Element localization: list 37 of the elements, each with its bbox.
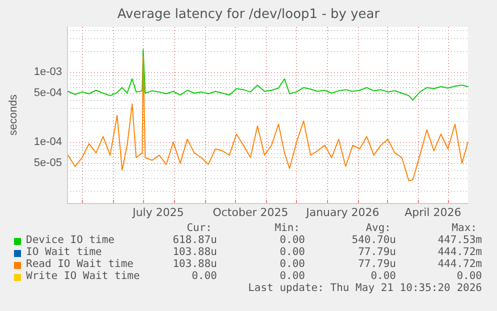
text: 0.00 [456, 270, 482, 282]
text: 0.00 [280, 258, 305, 270]
y-tick-label: 5e-05 [34, 157, 62, 170]
line-series [68, 55, 468, 182]
text: Last update: Thu May 21 10:35:20 2026 [248, 282, 482, 294]
text: 0.00 [192, 270, 217, 282]
text: 444.72m [438, 258, 482, 270]
text: 0.00 [280, 246, 305, 258]
x-tick-label: October 2025 [212, 206, 288, 219]
text: 0.00 [280, 270, 305, 282]
y-tick-label: 5e-04 [34, 87, 62, 100]
y-tick-label: 1e-03 [34, 66, 62, 78]
text: 103.88u [172, 258, 217, 270]
text: 444.72m [438, 246, 482, 258]
text: 447.53m [438, 234, 482, 246]
legend-label: IO Wait time [26, 246, 102, 258]
text: Cur: [186, 222, 212, 234]
x-tick-label: July 2025 [132, 206, 184, 219]
y-tick-label: 1e-04 [34, 136, 62, 148]
legend-label: Write IO Wait time [26, 270, 140, 282]
x-tick-label: January 2026 [305, 206, 380, 219]
text: Max: [452, 222, 477, 234]
text: 77.79u [358, 258, 396, 270]
x-tick-label: April 2026 [404, 206, 462, 219]
legend-label: Device IO time [26, 234, 115, 246]
text: 0.00 [280, 234, 305, 246]
text: Avg: [366, 222, 391, 234]
y-axis-title: seconds [8, 94, 20, 136]
line-series [68, 48, 468, 100]
text: 103.88u [172, 246, 217, 258]
text: Min: [274, 222, 300, 234]
chart-title: Average latency for /dev/loop1 - by year [117, 7, 380, 22]
legend-label: Read IO Wait time [26, 258, 134, 270]
text: 540.70u [352, 234, 396, 246]
text: 0.00 [370, 270, 396, 282]
text: 77.79u [358, 246, 396, 258]
text: 618.87u [172, 234, 217, 246]
